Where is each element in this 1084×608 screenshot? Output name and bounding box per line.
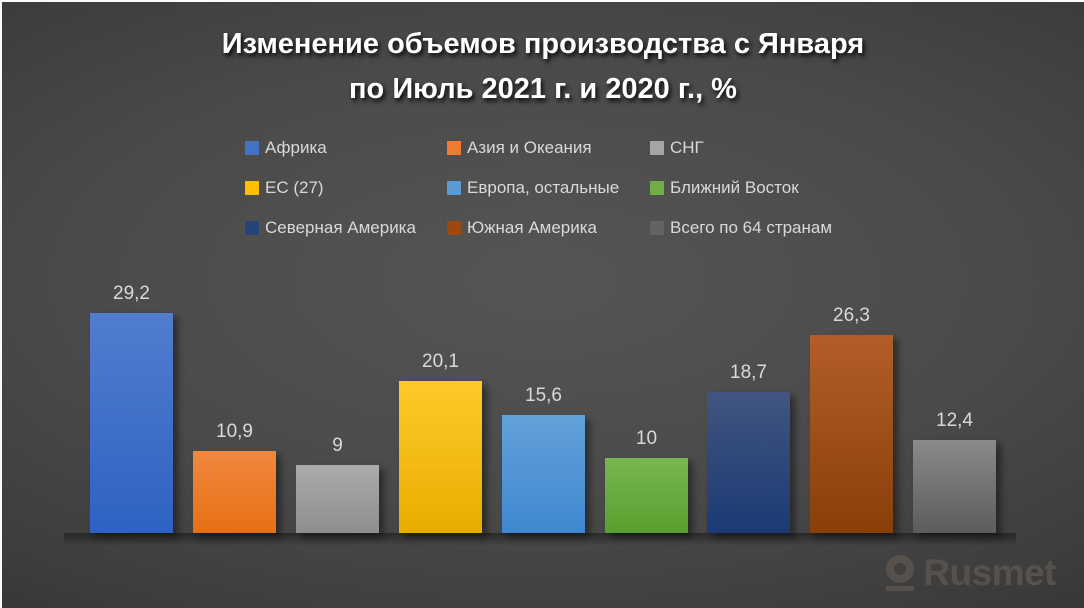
legend-swatch-icon [245, 221, 259, 235]
legend-item: Ближний Восток [650, 178, 799, 198]
legend-label: Азия и Океания [467, 138, 592, 157]
rusmet-logo-text: Rusmet [923, 552, 1056, 593]
legend-item: Европа, остальные [447, 178, 619, 198]
bar-3 [296, 465, 379, 533]
bar-6 [605, 458, 688, 533]
bar-1 [90, 313, 173, 533]
bar-4 [399, 381, 482, 533]
baseline-shadow [64, 533, 1016, 546]
chart-title-line2: по Июль 2021 г. и 2020 г., % [349, 73, 737, 105]
legend-label: Африка [265, 138, 327, 157]
bar-8 [810, 335, 893, 533]
legend-item: Южная Америка [447, 218, 597, 238]
bar-value-label: 20,1 [422, 351, 459, 372]
bar-5 [502, 415, 585, 533]
legend-item: Азия и Океания [447, 138, 592, 158]
rusmet-logo: Rusmet [886, 552, 1056, 594]
chart-title: Изменение объемов производства с Января … [2, 22, 1084, 112]
bar-value-label: 10,9 [216, 421, 253, 442]
bar-9 [913, 440, 996, 533]
legend-item: Африка [245, 138, 327, 158]
legend-label: Северная Америка [265, 218, 416, 237]
bar-value-label: 12,4 [936, 410, 973, 431]
legend-label: Ближний Восток [670, 178, 799, 197]
bar-2 [193, 451, 276, 533]
legend-item: Северная Америка [245, 218, 416, 238]
legend-swatch-icon [447, 221, 461, 235]
legend-item: СНГ [650, 138, 704, 158]
bar-value-label: 29,2 [113, 283, 150, 304]
bar-value-label: 26,3 [833, 305, 870, 326]
legend-swatch-icon [650, 181, 664, 195]
legend: Африка Азия и Океания СНГ ЕС (27) Европа, ос… [243, 138, 863, 248]
bar-value-label: 9 [332, 435, 343, 456]
legend-swatch-icon [245, 141, 259, 155]
legend-swatch-icon [650, 221, 664, 235]
legend-item: Всего по 64 странам [650, 218, 832, 238]
legend-label: Южная Америка [467, 218, 598, 237]
legend-label: Всего по 64 странам [670, 218, 833, 237]
chart-title-line1: Изменение объемов производства с Января [221, 28, 865, 60]
legend-swatch-icon [245, 181, 259, 195]
legend-swatch-icon [447, 181, 461, 195]
legend-item: ЕС (27) [245, 178, 324, 198]
legend-label: СНГ [670, 138, 704, 157]
ring-shape [886, 555, 915, 583]
bar-7 [707, 392, 790, 533]
bar-value-label: 10 [635, 428, 658, 449]
bar-value-label: 18,7 [730, 362, 767, 383]
rusmet-ring-icon [886, 555, 915, 591]
legend-label: Европа, остальные [467, 178, 620, 197]
legend-swatch-icon [650, 141, 664, 155]
ring-underline [886, 586, 915, 591]
legend-label: ЕС (27) [265, 178, 324, 197]
legend-swatch-icon [447, 141, 461, 155]
bar-value-label: 15,6 [525, 385, 562, 406]
